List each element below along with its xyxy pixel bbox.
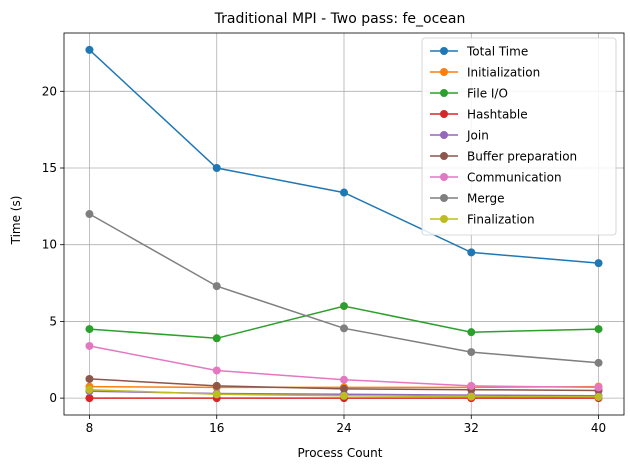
series-file-i-o xyxy=(85,302,603,343)
x-tick-label: 32 xyxy=(464,421,479,435)
legend-item: Communication xyxy=(430,171,562,185)
x-tick-label: 16 xyxy=(209,421,224,435)
legend-box xyxy=(421,37,617,236)
data-point xyxy=(467,381,476,390)
data-point xyxy=(594,392,603,401)
legend-label: Join xyxy=(466,129,489,143)
y-axis-label: Time (s) xyxy=(9,196,23,246)
legend-label: Initialization xyxy=(467,66,540,80)
data-point xyxy=(85,341,94,350)
data-point xyxy=(85,385,94,394)
data-point xyxy=(85,325,94,334)
legend-item: Initialization xyxy=(430,66,540,80)
data-point xyxy=(467,328,476,337)
data-point xyxy=(594,325,603,334)
data-point xyxy=(85,394,94,403)
data-point xyxy=(85,374,94,383)
x-tick-label: 40 xyxy=(591,421,606,435)
series-finalization xyxy=(85,385,603,401)
legend-item: Join xyxy=(430,129,489,143)
data-point xyxy=(594,383,603,392)
data-point xyxy=(212,282,221,291)
y-tick-label: 0 xyxy=(49,391,57,405)
series-merge xyxy=(85,210,603,367)
axes: 8 16 24 32 40 0 5 10 15 20 xyxy=(42,84,606,435)
data-point xyxy=(212,381,221,390)
data-point xyxy=(85,45,94,54)
data-point xyxy=(340,375,348,384)
legend: Total Time Initialization File I/O Hashtabl… xyxy=(421,37,617,236)
data-point xyxy=(85,210,94,219)
plot-frame xyxy=(63,32,625,416)
legend-item: Merge xyxy=(430,192,504,206)
data-point xyxy=(212,390,221,399)
legend-label: File I/O xyxy=(467,87,508,101)
data-point xyxy=(467,348,476,357)
legend-marker xyxy=(440,152,448,160)
data-point xyxy=(212,334,221,343)
legend-item: Finalization xyxy=(430,213,535,227)
data-point xyxy=(340,324,348,333)
y-tick-label: 15 xyxy=(42,161,57,175)
legend-marker xyxy=(440,215,448,223)
data-point xyxy=(340,302,348,311)
series-communication xyxy=(85,341,603,392)
legend-marker xyxy=(440,68,448,76)
legend-marker xyxy=(440,194,448,202)
legend-label: Hashtable xyxy=(467,108,528,122)
data-point xyxy=(594,259,603,268)
x-axis-label: Process Count xyxy=(298,446,383,460)
plot-series xyxy=(85,45,603,403)
legend-label: Communication xyxy=(467,171,562,185)
legend-marker xyxy=(440,89,448,97)
data-point xyxy=(467,248,476,257)
legend-item: Buffer preparation xyxy=(430,150,577,164)
legend-label: Finalization xyxy=(467,213,535,227)
data-point xyxy=(340,188,348,197)
legend-label: Total Time xyxy=(466,45,528,59)
y-tick-label: 10 xyxy=(42,238,57,252)
legend-item: Hashtable xyxy=(430,108,528,122)
data-point xyxy=(467,392,476,401)
y-tick-label: 20 xyxy=(42,84,57,98)
legend-marker xyxy=(440,47,448,55)
series-total-time xyxy=(85,45,603,268)
legend-marker xyxy=(440,110,448,118)
data-point xyxy=(340,391,348,400)
legend-label: Buffer preparation xyxy=(467,150,577,164)
x-tick-label: 8 xyxy=(86,421,94,435)
x-tick-label: 24 xyxy=(336,421,351,435)
legend-item: Total Time xyxy=(430,45,528,59)
y-tick-label: 5 xyxy=(49,314,57,328)
chart-title: Traditional MPI - Two pass: fe_ocean xyxy=(214,11,466,27)
data-point xyxy=(212,164,221,173)
data-point xyxy=(340,384,348,393)
legend-marker xyxy=(440,173,448,181)
data-point xyxy=(212,366,221,375)
legend-label: Merge xyxy=(467,192,504,206)
data-point xyxy=(594,358,603,367)
legend-item: File I/O xyxy=(430,87,508,101)
legend-marker xyxy=(440,131,448,139)
